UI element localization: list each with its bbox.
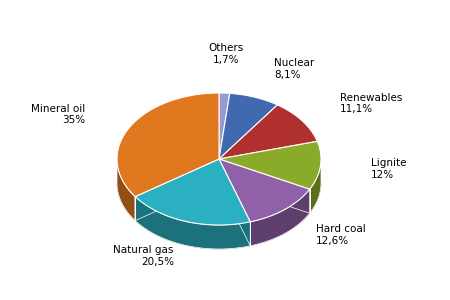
Polygon shape (135, 159, 219, 220)
Polygon shape (219, 159, 250, 246)
Polygon shape (219, 159, 310, 222)
Polygon shape (117, 93, 219, 196)
Text: Mineral oil
35%: Mineral oil 35% (31, 104, 85, 125)
Polygon shape (219, 93, 277, 159)
Polygon shape (310, 159, 321, 213)
Polygon shape (135, 159, 219, 220)
Text: Renewables
11,1%: Renewables 11,1% (340, 93, 402, 114)
Text: Natural gas
20,5%: Natural gas 20,5% (113, 245, 174, 267)
Polygon shape (135, 159, 250, 225)
Text: Lignite
12%: Lignite 12% (371, 158, 407, 180)
Text: Nuclear
8,1%: Nuclear 8,1% (274, 58, 315, 80)
Polygon shape (219, 159, 250, 246)
Polygon shape (219, 159, 310, 213)
Polygon shape (219, 93, 230, 159)
Polygon shape (219, 141, 321, 189)
Polygon shape (117, 159, 135, 220)
Polygon shape (219, 159, 310, 213)
Text: Hard coal
12,6%: Hard coal 12,6% (316, 224, 366, 246)
Polygon shape (250, 189, 310, 246)
Polygon shape (219, 105, 317, 159)
Polygon shape (135, 196, 250, 249)
Text: Others
1,7%: Others 1,7% (209, 43, 244, 65)
